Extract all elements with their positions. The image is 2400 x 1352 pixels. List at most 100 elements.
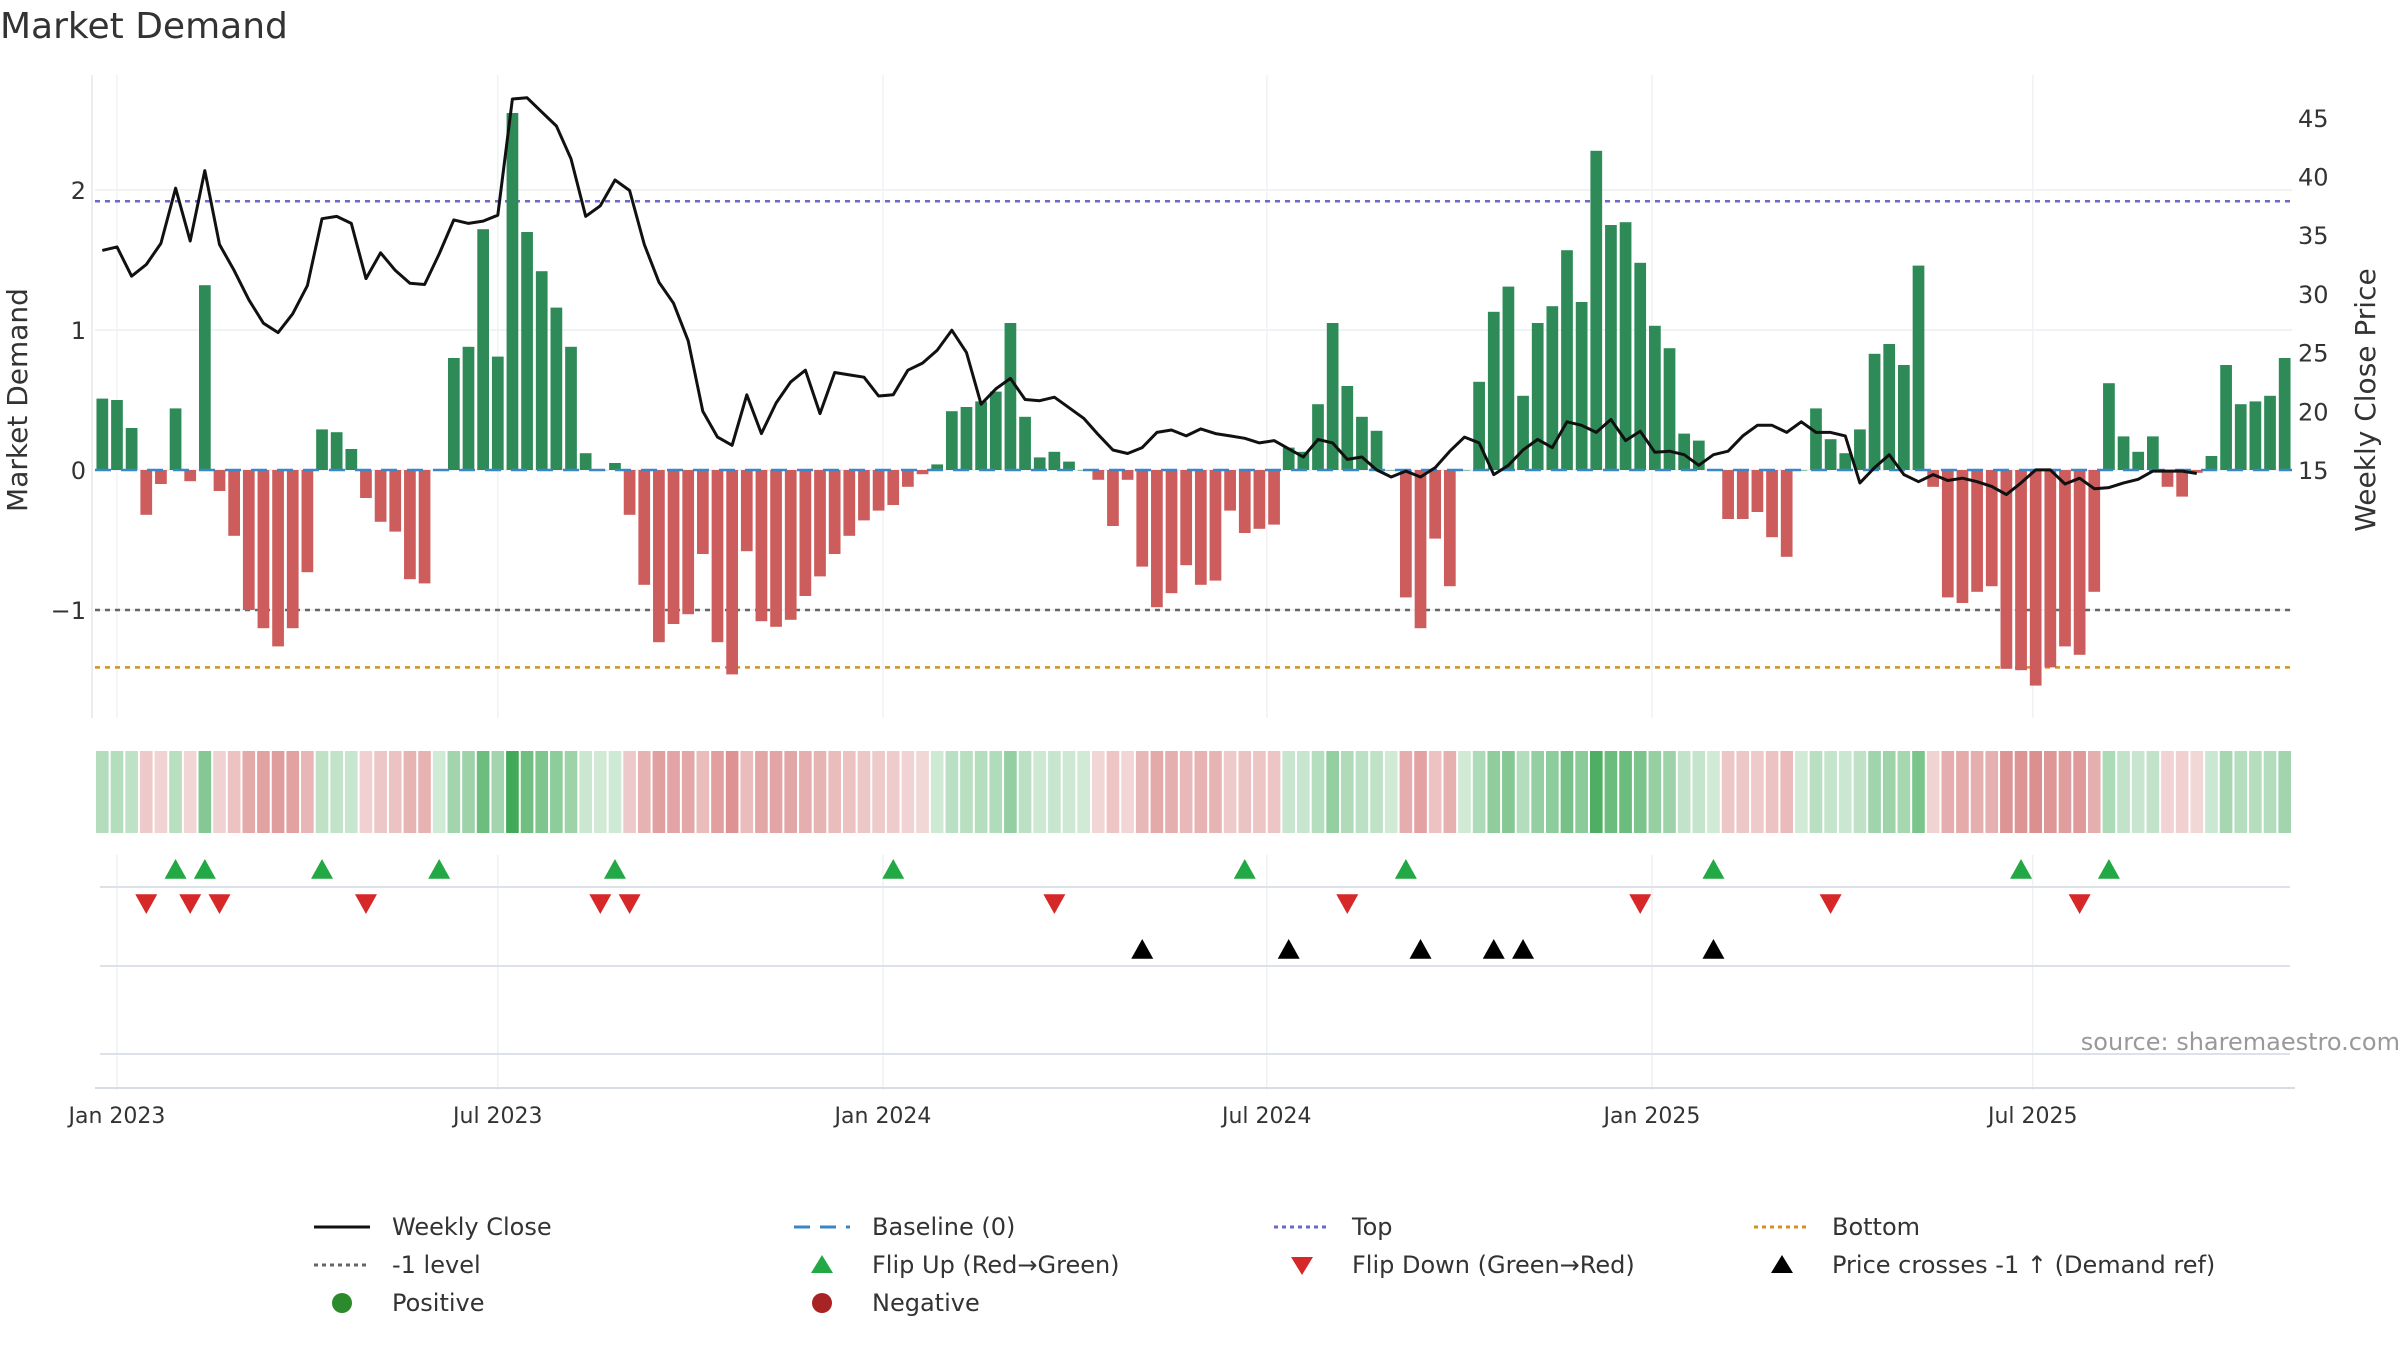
demand-bar: [316, 429, 328, 470]
flip-up-marker: [311, 859, 334, 879]
heat-strip-cell: [784, 751, 798, 833]
demand-bar: [1282, 447, 1295, 470]
heat-strip-cell: [579, 751, 592, 833]
demand-bar: [1912, 265, 1925, 470]
heat-strip-cell: [1487, 751, 1501, 833]
demand-bar: [242, 470, 255, 610]
demand-bar: [1238, 470, 1251, 533]
heat-strip-cell: [432, 751, 446, 833]
demand-bar: [1546, 306, 1559, 470]
heat-strip-cell: [2029, 751, 2043, 833]
demand-bar: [330, 432, 343, 470]
y2-tick-label: 40: [2298, 163, 2329, 191]
demand-bar: [1619, 222, 1632, 470]
demand-bar: [1722, 470, 1734, 519]
legend-bottom-line-icon: [1754, 1225, 1810, 1229]
heat-strip-cell: [1121, 751, 1134, 833]
demand-bar: [1004, 323, 1017, 470]
heat-strip-cell: [1824, 751, 1837, 833]
demand-bar: [272, 470, 284, 647]
heat-strip-cell: [1575, 751, 1588, 833]
flip-up-marker: [164, 859, 187, 879]
heat-strip-cell: [2190, 751, 2204, 833]
heat-strip-cell: [1458, 751, 1471, 833]
demand-bar: [477, 229, 489, 470]
heat-strip-cell: [1311, 751, 1325, 833]
demand-bar: [1487, 311, 1500, 470]
heat-strip-cell: [1765, 751, 1779, 833]
demand-bar: [1678, 433, 1691, 470]
heat-strip-cell: [1355, 751, 1369, 833]
demand-bar: [1400, 470, 1412, 598]
heat-strip-cell: [388, 751, 402, 833]
demand-bar: [2190, 470, 2203, 473]
demand-bar: [1502, 286, 1515, 470]
demand-bar: [198, 285, 211, 470]
heat-strip-cell: [359, 751, 373, 833]
heat-strip-cell: [1472, 751, 1486, 833]
heat-strip-cell: [2234, 751, 2248, 833]
heat-strip-cell: [886, 751, 900, 833]
heat-strip-cell: [344, 751, 358, 833]
demand-bar: [989, 391, 1002, 470]
demand-bar: [931, 464, 944, 470]
legend-positive: Positive: [310, 1288, 485, 1318]
demand-bar: [1356, 416, 1368, 470]
legend-flip-up-triangle-icon: [811, 1255, 833, 1273]
demand-bars: [95, 113, 2292, 686]
heat-strip-cell: [1604, 751, 1618, 833]
heat-strip-cell: [813, 751, 827, 833]
demand-bar: [1151, 470, 1163, 608]
demand-bar: [2220, 365, 2232, 470]
flip-up-marker: [2010, 859, 2033, 879]
demand-bar: [1385, 470, 1398, 471]
demand-bar: [169, 408, 182, 470]
legend-bottom-label: Bottom: [1832, 1213, 1921, 1241]
x-tick-label: Jul 2025: [1986, 1104, 2078, 1129]
demand-bar: [711, 470, 724, 643]
y-tick-label: 2: [71, 177, 86, 205]
heat-strip-cell: [418, 751, 431, 833]
demand-bar: [726, 470, 738, 675]
heat-strip-cell: [1179, 751, 1193, 833]
demand-bar: [638, 470, 651, 585]
flip-down-marker: [1043, 894, 1066, 914]
heat-strip-cell: [1531, 751, 1545, 833]
demand-bar: [345, 449, 358, 470]
flip-up-marker: [193, 859, 216, 879]
heat-strip-cell: [110, 751, 124, 833]
demand-bar: [814, 470, 826, 577]
demand-bar: [1517, 395, 1529, 470]
heat-strip-cell: [1809, 751, 1823, 833]
heat-strip-cell: [901, 751, 915, 833]
heat-strip-cell: [2263, 751, 2277, 833]
flip-up-marker: [428, 859, 451, 879]
demand-bar: [784, 470, 797, 620]
chart-title: Market Demand: [0, 6, 288, 47]
heat-strip-cell: [1223, 751, 1237, 833]
heat-strip-cell: [2117, 751, 2130, 833]
demand-bar: [770, 470, 782, 627]
legend-weekly-close: Weekly Close: [310, 1212, 552, 1242]
heat-strip-cell: [842, 751, 856, 833]
demand-bar: [1312, 404, 1324, 470]
legend-baseline-label: Baseline (0): [872, 1213, 1016, 1241]
legend-minus-one: -1 level: [310, 1250, 481, 1280]
heat-strip-cell: [1384, 751, 1398, 833]
price-cross-marker: [1277, 939, 1300, 959]
demand-bar: [2161, 470, 2174, 487]
flip-down-marker: [589, 894, 612, 914]
demand-bar: [1941, 470, 1954, 598]
heat-strip-cell: [2014, 751, 2028, 833]
demand-bar: [1341, 386, 1354, 470]
demand-bar: [828, 470, 841, 554]
demand-bar: [1766, 470, 1778, 538]
legend-weekly-close-label: Weekly Close: [392, 1213, 552, 1241]
heat-strip-cell: [2205, 751, 2218, 833]
price-cross-marker: [1409, 939, 1432, 959]
heat-strip-cell: [1868, 751, 1881, 833]
demand-bar: [1180, 470, 1193, 566]
demand-bar: [1458, 470, 1471, 471]
demand-bar: [2264, 395, 2276, 470]
y2-axis-label: Weekly Close Price: [2349, 268, 2382, 531]
